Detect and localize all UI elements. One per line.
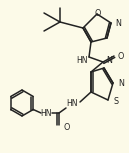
Text: N: N bbox=[118, 78, 124, 88]
Text: N: N bbox=[106, 56, 112, 65]
Text: O: O bbox=[117, 52, 123, 60]
Text: O: O bbox=[63, 123, 69, 131]
Text: N: N bbox=[115, 19, 121, 28]
Text: S: S bbox=[113, 97, 118, 106]
Text: HN: HN bbox=[40, 108, 52, 118]
Text: HN: HN bbox=[76, 56, 88, 65]
Text: HN: HN bbox=[66, 99, 78, 108]
Text: O: O bbox=[95, 9, 101, 17]
